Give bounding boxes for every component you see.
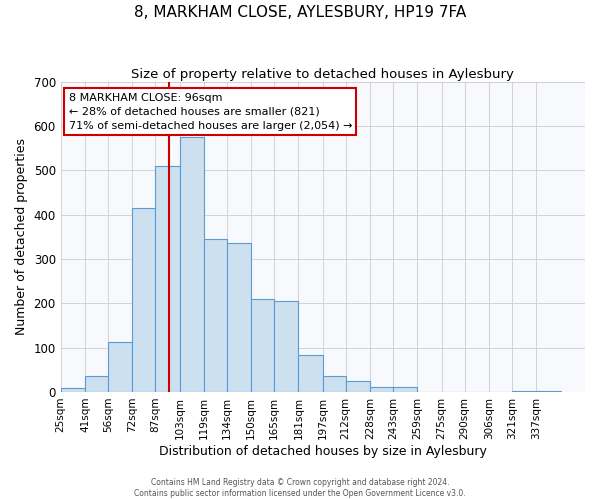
Bar xyxy=(274,301,298,392)
Bar xyxy=(251,299,274,392)
Title: Size of property relative to detached houses in Aylesbury: Size of property relative to detached ho… xyxy=(131,68,514,80)
Bar xyxy=(155,166,179,392)
Bar xyxy=(85,376,108,392)
Bar xyxy=(61,388,85,392)
Bar xyxy=(179,137,204,392)
Text: 8, MARKHAM CLOSE, AYLESBURY, HP19 7FA: 8, MARKHAM CLOSE, AYLESBURY, HP19 7FA xyxy=(134,5,466,20)
Bar xyxy=(323,376,346,392)
Bar xyxy=(346,381,370,392)
Y-axis label: Number of detached properties: Number of detached properties xyxy=(15,138,28,336)
Text: Contains HM Land Registry data © Crown copyright and database right 2024.
Contai: Contains HM Land Registry data © Crown c… xyxy=(134,478,466,498)
Bar xyxy=(133,208,155,392)
X-axis label: Distribution of detached houses by size in Aylesbury: Distribution of detached houses by size … xyxy=(159,444,487,458)
Bar xyxy=(227,244,251,392)
Text: 8 MARKHAM CLOSE: 96sqm
← 28% of detached houses are smaller (821)
71% of semi-de: 8 MARKHAM CLOSE: 96sqm ← 28% of detached… xyxy=(68,92,352,130)
Bar xyxy=(204,239,227,392)
Bar xyxy=(370,386,393,392)
Bar xyxy=(393,386,418,392)
Bar xyxy=(298,355,323,392)
Bar xyxy=(512,390,536,392)
Bar xyxy=(108,342,133,392)
Bar xyxy=(536,390,560,392)
